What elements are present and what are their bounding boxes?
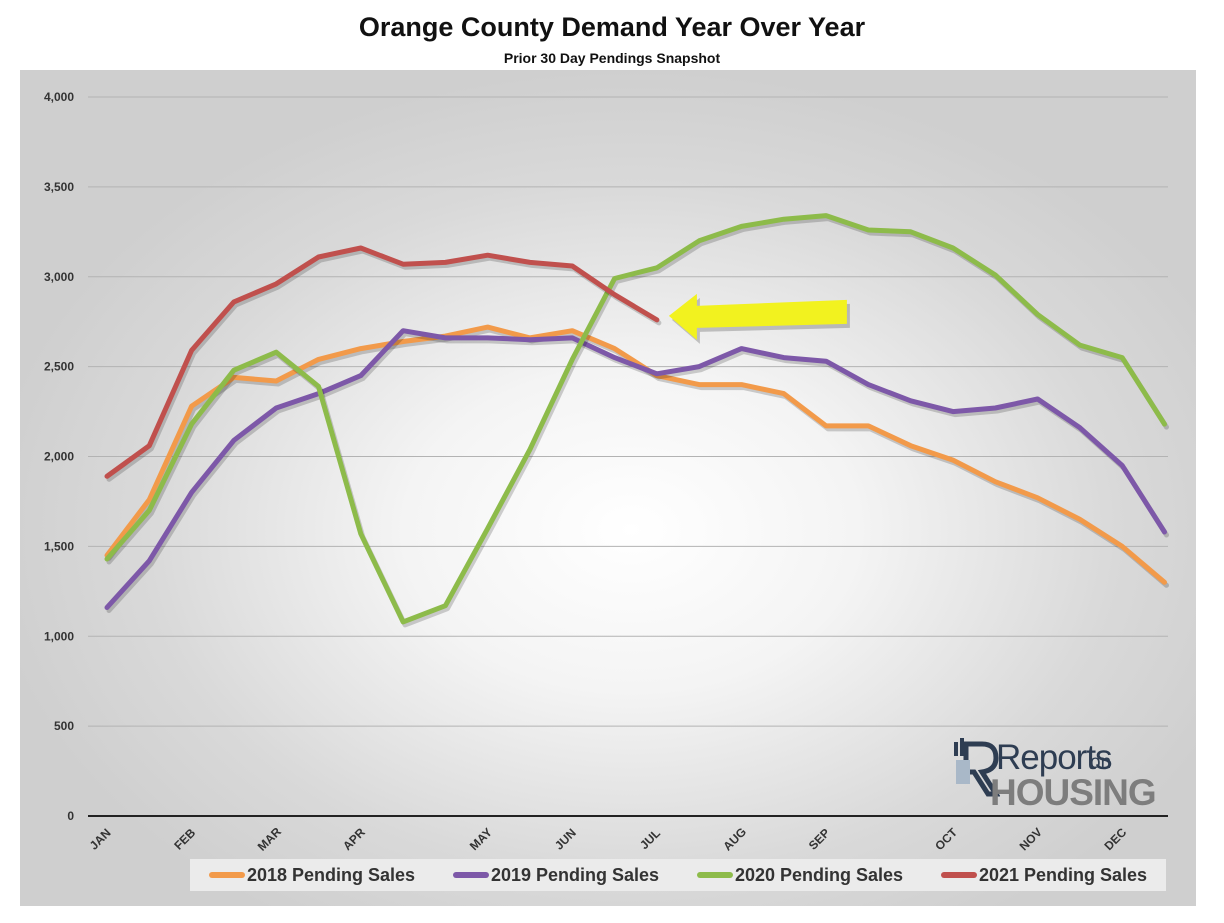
x-tick-label-apr: APR [340,825,368,853]
logo-mark-icon [954,738,1000,797]
series-shadow-3 [106,248,662,482]
legend-swatch-2020 [696,872,733,878]
legend-label-2020: 2020 Pending Sales [734,864,904,885]
chart-subtitle: Prior 30 Day Pendings Snapshot [503,50,721,66]
y-tick-label: 1,500 [44,539,74,553]
x-tick-label-may: MAY [467,825,495,853]
series-line-2021-pending-sales [104,245,660,479]
legend-swatch-2019 [452,872,489,878]
x-tick-label-mar: MAR [255,824,284,853]
y-tick-label: 2,500 [44,360,74,374]
series-line-2019-pending-sales [104,328,1167,610]
x-axis: JAN FEB MAR APR MAY JUN JUL AUG SEP OCT NOV DEC [87,824,1130,853]
y-tick-label: 0 [67,809,74,823]
legend-label-2019: 2019 Pending Sales [490,864,660,885]
x-tick-label-sep: SEP [806,826,833,853]
yellow-arrow-icon [668,293,847,340]
x-tick-label-oct: OCT [932,825,960,853]
legend-item-2018: 2018 Pending Sales [208,864,416,886]
y-tick-label: 1,000 [44,629,74,643]
legend-label-2021: 2021 Pending Sales [978,864,1148,885]
series-line-2020-pending-sales [104,213,1167,625]
reports-on-housing-logo: Reports on HOUSING [952,738,1162,813]
x-tick-label-jun: JUN [552,826,579,853]
y-tick-label: 2,000 [44,450,74,464]
y-tick-label: 3,500 [44,180,74,194]
x-tick-label-nov: NOV [1017,825,1045,853]
legend-item-2020: 2020 Pending Sales [696,864,904,886]
x-tick-label-jan: JAN [87,826,114,853]
legend-item-2019: 2019 Pending Sales [452,864,660,886]
legend-label-2018: 2018 Pending Sales [246,864,416,885]
logo-text-housing: HOUSING [990,772,1157,813]
series-lines [104,213,1169,628]
legend-swatch-2021 [940,872,977,878]
highlight-arrow [668,293,850,344]
series-shadow-1 [106,331,1169,613]
chart-title: Orange County Demand Year Over Year [358,12,866,42]
y-axis: 0 500 1,000 1,500 2,000 2,500 3,000 3,500 4,000 [44,90,1168,823]
x-tick-label-jul: JUL [637,826,663,852]
x-tick-label-aug: AUG [720,825,749,854]
x-tick-label-feb: FEB [171,826,198,853]
chart-legend: 2018 Pending Sales 2019 Pending Sales 20… [190,859,1166,891]
logo-text-on: on [1090,752,1112,773]
legend-swatch-2018 [208,872,245,878]
plot-background [20,70,1196,906]
logo-text-reports: Reports [996,738,1113,777]
x-tick-label-dec: DEC [1101,825,1129,853]
y-tick-label: 500 [54,719,74,733]
legend-item-2021: 2021 Pending Sales [940,864,1148,886]
y-tick-label: 4,000 [44,90,74,104]
series-line-2018-pending-sales [104,324,1167,585]
y-tick-label: 3,000 [44,270,74,284]
